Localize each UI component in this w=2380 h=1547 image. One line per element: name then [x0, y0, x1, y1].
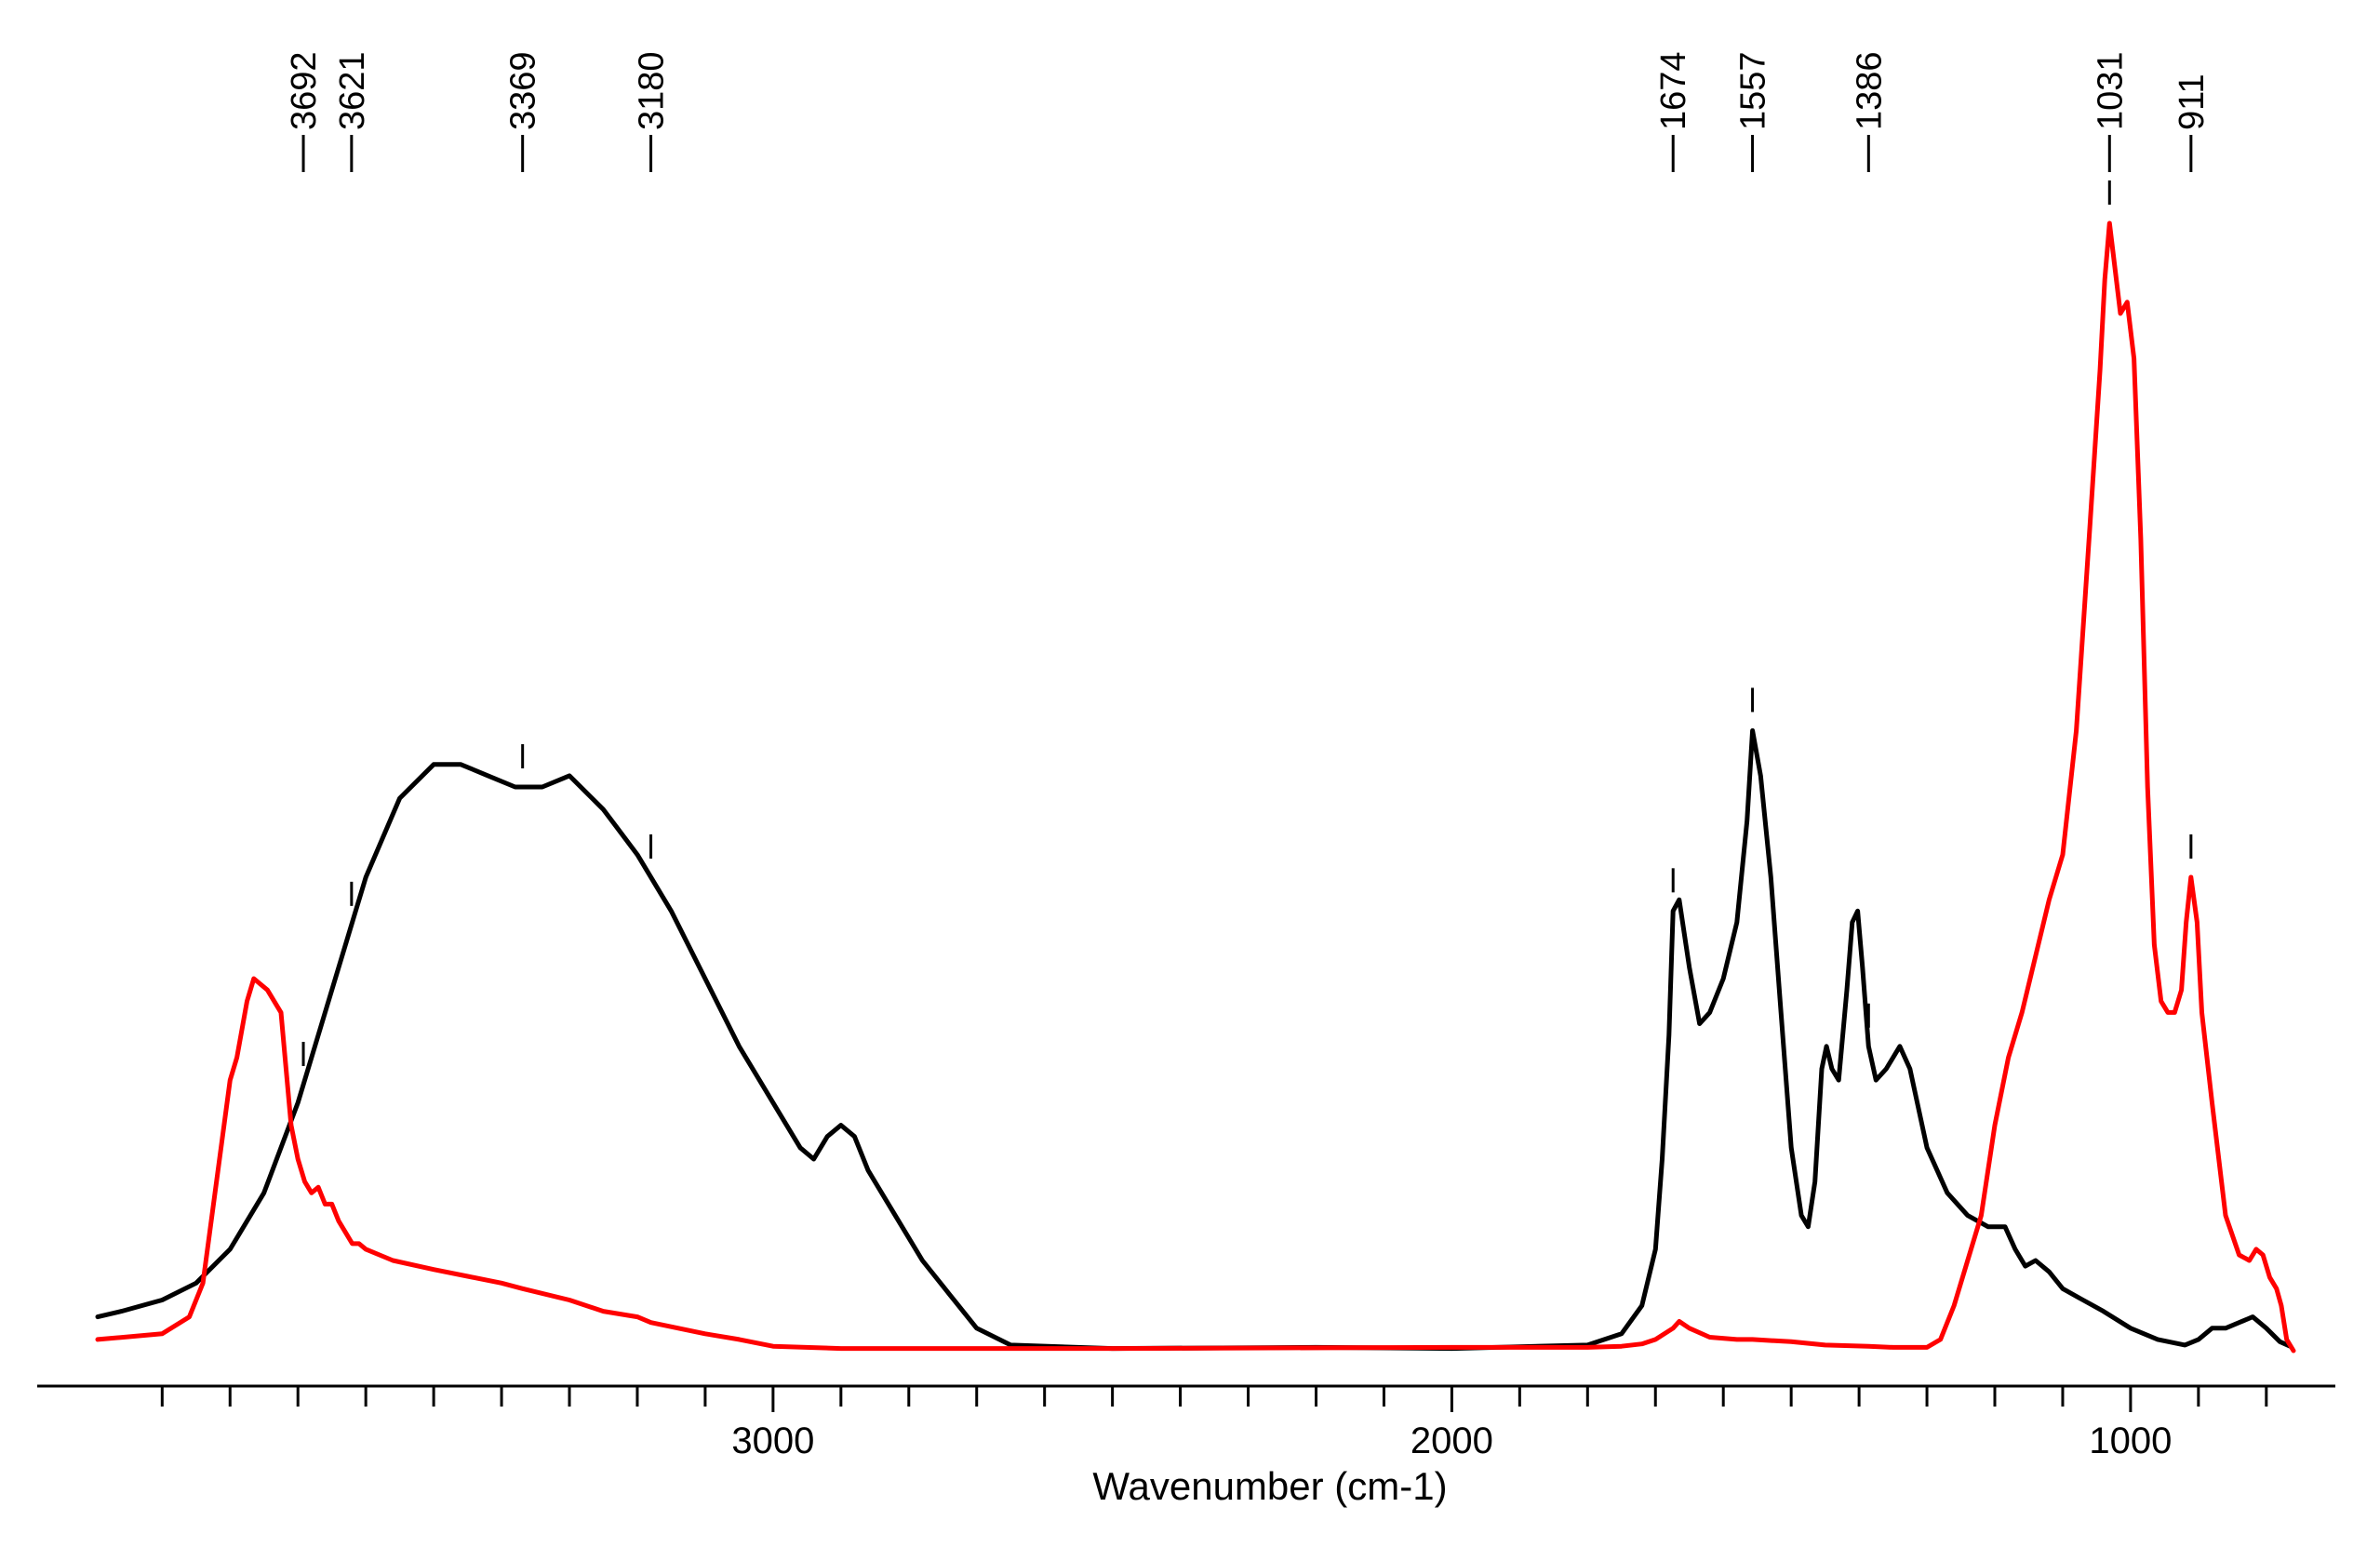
- x-axis-title: Wavenumber (cm-1): [1092, 1464, 1447, 1508]
- x-axis: 3000 2000 1000: [37, 1384, 2335, 1461]
- plot-area: [95, 220, 2296, 1354]
- peak-label: 1674: [1654, 51, 1693, 130]
- peak-label: 3692: [285, 51, 324, 130]
- series-line-red: [95, 220, 2296, 1354]
- peak-label: 1031: [2091, 51, 2130, 130]
- x-tick-label: 2000: [1411, 1420, 1493, 1461]
- peak-label: 3621: [333, 51, 372, 130]
- peak-label: 1557: [1734, 51, 1773, 130]
- peak-label: 3180: [633, 51, 672, 130]
- peak-label: 3369: [504, 51, 543, 130]
- peak-label: 911: [2173, 73, 2212, 130]
- x-tick-label: 1000: [2089, 1420, 2172, 1461]
- peak-label: 1386: [1850, 51, 1889, 130]
- peak-annotations: 3692 3621 3369 3180 1674 1557 1386 1031 911: [285, 51, 2212, 1066]
- x-tick-label: 3000: [731, 1420, 814, 1461]
- series-line-black: [95, 727, 2293, 1352]
